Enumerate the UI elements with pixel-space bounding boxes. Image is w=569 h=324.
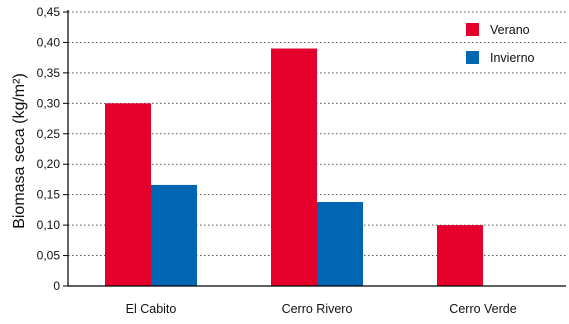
y-tick-label: 0,10 [37, 218, 61, 232]
bar-verano-1 [271, 48, 317, 287]
y-tick-label: 0,15 [37, 188, 61, 202]
y-tick-label: 0,40 [37, 35, 61, 49]
y-axis-label: Biomasa seca (kg/m²) [11, 73, 28, 229]
y-tick-label: 0,05 [37, 249, 61, 263]
y-tick-labels: 0 0,05 0,10 0,15 0,20 0,25 0,30 0,35 0,40 0,45 [37, 5, 61, 293]
legend-label-verano: Verano [490, 23, 530, 37]
y-tick-label: 0,25 [37, 127, 61, 141]
y-tick-label: 0,35 [37, 66, 61, 80]
y-tick-label: 0,20 [37, 157, 61, 171]
x-category-labels: El Cabito Cerro Rivero Cerro Verde [126, 302, 517, 316]
legend-swatch-verano [466, 23, 479, 36]
bar-invierno-0 [151, 184, 197, 286]
legend-label-invierno: Invierno [490, 51, 535, 65]
legend-swatch-invierno [466, 51, 479, 64]
bar-invierno-1 [317, 201, 363, 286]
bars [105, 48, 483, 287]
bar-verano-2 [437, 225, 483, 286]
x-category-label: Cerro Verde [449, 302, 516, 316]
axes [63, 10, 566, 287]
x-category-label: Cerro Rivero [282, 302, 353, 316]
x-category-label: El Cabito [126, 302, 177, 316]
y-tick-label: 0,30 [37, 96, 61, 110]
legend: Verano Invierno [466, 23, 535, 65]
bar-verano-0 [105, 103, 151, 286]
y-tick-label: 0 [53, 279, 60, 293]
y-tick-label: 0,45 [37, 5, 61, 19]
